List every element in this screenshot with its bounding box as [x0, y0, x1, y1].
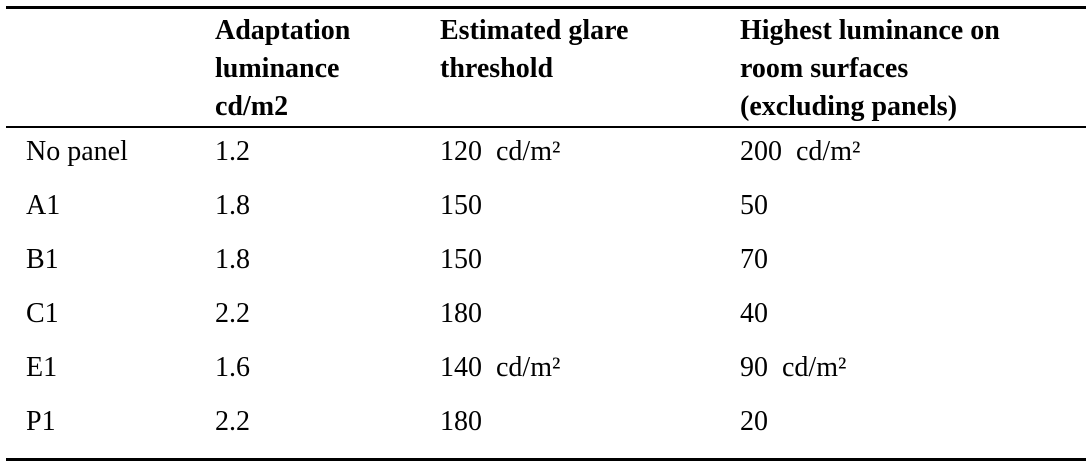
top-rule	[6, 6, 1086, 9]
bottom-rule	[6, 458, 1086, 461]
table-cell: 2.2	[215, 406, 250, 437]
header-line: (excluding panels)	[740, 91, 958, 122]
table-cell: 1.2	[215, 136, 250, 167]
header-line: Adaptation	[215, 15, 351, 46]
table-cell: 2.2	[215, 298, 250, 329]
table-cell: 70	[740, 244, 768, 275]
header-line: Highest luminance on	[740, 15, 1000, 46]
table-cell: 150	[440, 190, 482, 221]
table-cell: 90 cd/m²	[740, 352, 847, 383]
table-cell: 120 cd/m²	[440, 136, 561, 167]
header-line: Estimated glare	[440, 15, 629, 46]
row-label: P1	[26, 406, 56, 437]
table-cell: 180	[440, 298, 482, 329]
table-cell: 20	[740, 406, 768, 437]
header-line: cd/m2	[215, 91, 289, 122]
header-line: threshold	[440, 53, 554, 84]
row-label: C1	[26, 298, 59, 329]
table-cell: 1.8	[215, 244, 250, 275]
header-rule	[6, 126, 1086, 128]
row-label: A1	[26, 190, 61, 221]
row-label: E1	[26, 352, 58, 383]
table-cell: 150	[440, 244, 482, 275]
table-cell: 200 cd/m²	[740, 136, 861, 167]
table-cell: 1.8	[215, 190, 250, 221]
table-cell: 1.6	[215, 352, 250, 383]
table-cell: 180	[440, 406, 482, 437]
row-label: No panel	[26, 136, 128, 167]
table-cell: 50	[740, 190, 768, 221]
table-cell: 140 cd/m²	[440, 352, 561, 383]
table-cell: 40	[740, 298, 768, 329]
header-line: room surfaces	[740, 53, 909, 84]
header-line: luminance	[215, 53, 340, 84]
row-label: B1	[26, 244, 59, 275]
